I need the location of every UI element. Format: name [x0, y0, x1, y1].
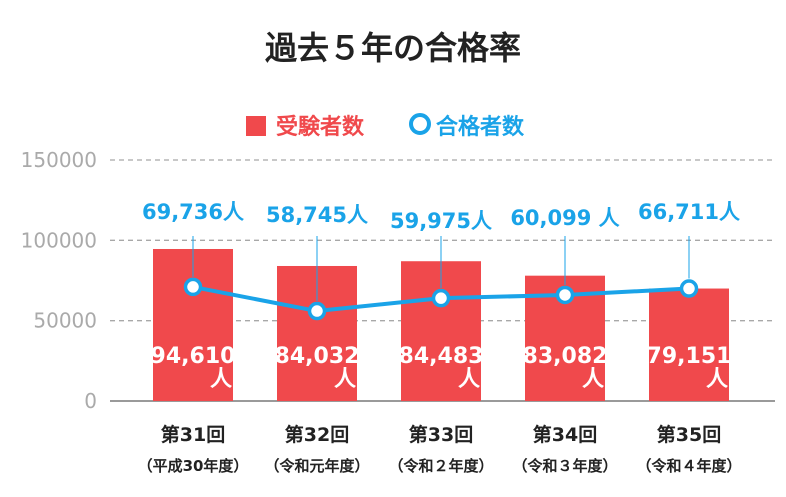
pass-value-label: 66,711人 [638, 200, 740, 224]
pass-line [183, 277, 699, 321]
x-tick-label: 第31回 [161, 423, 225, 446]
x-tick-sublabel: （令和２年度） [388, 457, 493, 475]
pass-value-label: 60,099 人 [510, 206, 619, 230]
pass-point-4 [555, 285, 575, 305]
pass-labels: 69,736人 58,745人 59,975人 60,099 人 66,711人 [142, 200, 740, 233]
pass-point-3 [431, 288, 451, 308]
chart-title: 過去５年の合格率 [265, 29, 521, 67]
bar-value-label: 84,032 [275, 344, 360, 369]
x-tick-label: 第32回 [285, 423, 349, 446]
bar-5 [649, 288, 729, 401]
x-tick-sublabel: （令和４年度） [636, 457, 741, 475]
pass-point-1 [183, 277, 203, 297]
legend-line-marker [409, 113, 431, 135]
y-tick-label: 0 [84, 389, 97, 413]
bar-value-unit: 人 [582, 367, 604, 392]
leader-lines [192, 236, 690, 302]
bar-value-unit: 人 [210, 367, 232, 392]
pass-value-label: 59,975人 [390, 209, 492, 233]
x-tick-label: 第34回 [533, 423, 597, 446]
pass-point-2 [307, 301, 327, 321]
y-tick-label: 150000 [21, 148, 97, 172]
bar-value-label: 84,483 [399, 344, 484, 369]
legend-line-label: 合格者数 [436, 114, 525, 140]
x-tick-sublabel: （令和元年度） [264, 457, 369, 475]
pass-value-label: 58,745人 [266, 203, 368, 227]
bar-value-label: 83,082 [523, 344, 608, 369]
bar-value-unit: 人 [706, 367, 728, 392]
x-tick-label: 第33回 [409, 423, 473, 446]
y-axis: 0 50000 100000 150000 [21, 148, 97, 413]
bar-value-label: 79,151 [647, 344, 732, 369]
pass-point-5 [679, 279, 699, 298]
pass-value-label: 69,736人 [142, 200, 244, 224]
x-tick-label: 第35回 [657, 423, 721, 446]
bar-value-unit: 人 [334, 367, 356, 392]
bar-value-label: 94,610 [151, 344, 236, 369]
x-tick-sublabel: （令和３年度） [512, 457, 617, 475]
legend-bar-label: 受験者数 [276, 114, 365, 140]
y-tick-label: 100000 [21, 228, 97, 252]
y-tick-label: 50000 [33, 309, 97, 333]
legend: 受験者数 合格者数 [246, 113, 525, 140]
x-tick-sublabel: （平成30年度） [138, 457, 249, 475]
legend-bar-swatch [246, 116, 266, 136]
bar-value-unit: 人 [458, 367, 480, 392]
x-axis: 第31回 （平成30年度） 第32回 （令和元年度） 第33回 （令和２年度） 第34回 （令… [138, 423, 742, 475]
